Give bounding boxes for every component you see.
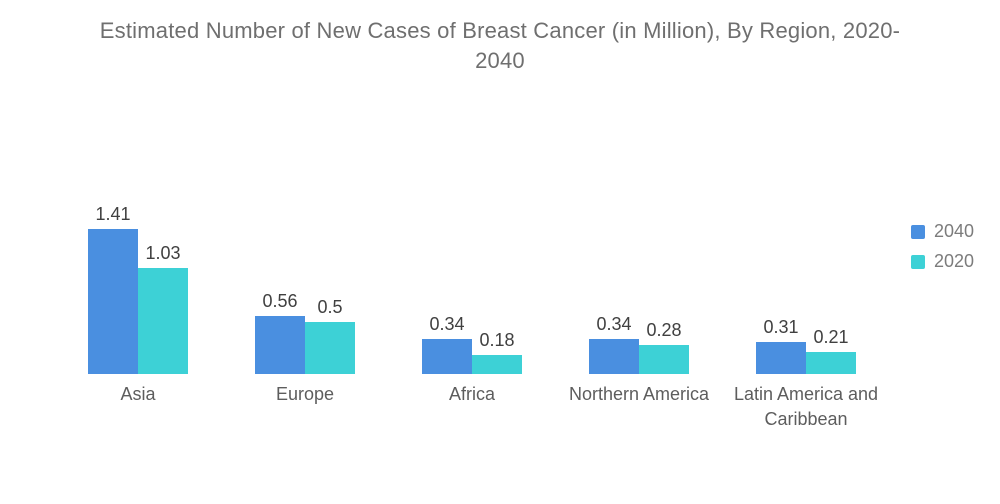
legend-swatch-2040-icon [910, 224, 925, 239]
bar-column-2020: 0.28 [639, 320, 689, 374]
bar-group: 0.34 0.18 Africa [392, 144, 552, 432]
category-label: Latin America and Caribbean [733, 384, 879, 429]
bar-column-2020: 1.03 [138, 243, 188, 374]
bar-value-label: 0.31 [763, 317, 799, 337]
category-label: Europe [275, 384, 335, 404]
legend-swatch-2020-icon [910, 254, 925, 269]
category-label: Northern America [568, 384, 710, 404]
bar-pair: 0.31 0.21 [756, 144, 856, 374]
bar-column-2040: 0.31 [756, 317, 806, 374]
bar-column-2040: 0.34 [422, 314, 472, 374]
bar-column-2020: 0.5 [305, 297, 355, 374]
bar-pair: 0.34 0.28 [589, 144, 689, 374]
bar-column-2040: 1.41 [88, 204, 138, 374]
bar-group: 0.31 0.21 Latin America and Caribbean [726, 144, 886, 432]
bar-2020 [138, 268, 188, 374]
bar-value-label: 0.34 [596, 314, 632, 334]
legend: 2040 2020 [910, 221, 974, 272]
category-label: Africa [448, 384, 495, 404]
bar-group: 1.41 1.03 Asia [58, 144, 218, 432]
bar-value-label: 0.34 [429, 314, 465, 334]
bar-pair: 1.41 1.03 [88, 144, 188, 374]
bar-value-label: 0.18 [479, 330, 515, 350]
bar-2040 [255, 316, 305, 374]
bar-2040 [756, 342, 806, 374]
bar-column-2040: 0.34 [589, 314, 639, 374]
bar-column-2020: 0.18 [472, 330, 522, 374]
bar-plot-area: 1.41 1.03 Asia 0.56 0.5 Europe 0.34 0.18 Africa 0… [58, 144, 886, 432]
bar-value-label: 0.21 [813, 327, 849, 347]
bar-value-label: 1.03 [145, 243, 181, 263]
bar-group: 0.34 0.28 Northern America [559, 144, 719, 432]
bar-value-label: 0.56 [262, 291, 298, 311]
bar-2020 [639, 345, 689, 374]
bar-2040 [88, 229, 138, 374]
bar-2020 [305, 322, 355, 374]
bar-2020 [806, 352, 856, 374]
bar-column-2040: 0.56 [255, 291, 305, 374]
bar-pair: 0.34 0.18 [422, 144, 522, 374]
bar-value-label: 0.28 [646, 320, 682, 340]
category-label: Asia [120, 384, 156, 404]
legend-item-2040: 2040 [910, 221, 974, 242]
bar-2040 [589, 339, 639, 374]
bar-2020 [472, 355, 522, 374]
bar-value-label: 1.41 [95, 204, 131, 224]
legend-label-2020: 2020 [933, 251, 974, 271]
chart-title: Estimated Number of New Cases of Breast … [99, 18, 901, 73]
bar-value-label: 0.5 [317, 297, 343, 317]
bar-2040 [422, 339, 472, 374]
bar-pair: 0.56 0.5 [255, 144, 355, 374]
legend-label-2040: 2040 [933, 221, 974, 241]
legend-item-2020: 2020 [910, 251, 974, 272]
bar-group: 0.56 0.5 Europe [225, 144, 385, 432]
bar-column-2020: 0.21 [806, 327, 856, 374]
